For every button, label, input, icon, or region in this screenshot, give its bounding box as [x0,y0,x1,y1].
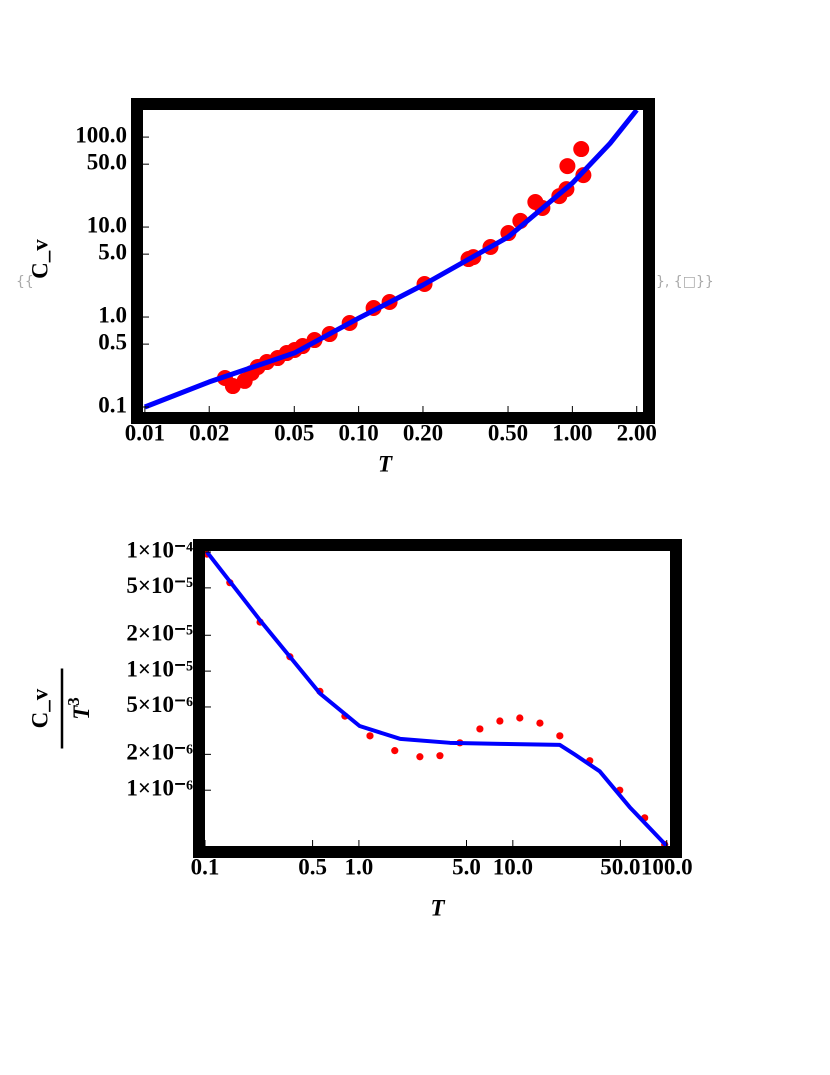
plot-frame [193,539,682,858]
data-point [366,732,374,740]
x-tick-label: 0.50 [488,420,528,445]
y-tick-label: 1×10⁻⁴ [126,537,193,562]
y-tick-label: 50.0 [87,149,127,174]
data-point [391,747,399,755]
x-axis-label: T [430,895,445,920]
y-tick-label: 100.0 [75,122,127,147]
x-tick-label: 1.0 [345,854,374,879]
x-tick-label: 0.05 [274,420,314,445]
y-tick-label: 1.0 [98,302,127,327]
x-tick-label: 0.5 [298,854,327,879]
data-point [536,719,544,727]
y-tick-label: 5×10⁻⁶ [126,692,193,717]
y-tick-label: 1×10⁻⁵ [126,656,193,681]
x-tick-label: 0.1 [191,854,220,879]
x-tick-label: 10.0 [493,854,533,879]
y-tick-label: 5×10⁻⁵ [126,573,193,598]
y-label-numerator: C_v [27,688,52,728]
denominator-base: T [69,705,94,720]
y-axis-label: C_v [27,239,52,279]
x-tick-label: 50.0 [600,854,640,879]
data-point [476,725,484,733]
y-tick-label: 1×10⁻⁶ [126,775,193,800]
y-tick-label: 2×10⁻⁶ [126,740,193,765]
plot-area [205,551,669,846]
y-tick-label: 10.0 [87,212,127,237]
data-point [559,158,576,175]
y-tick-label: 0.1 [98,392,127,417]
open-brace: {{ [16,274,34,290]
data-point [436,752,444,760]
denominator-exponent: 3 [64,697,83,706]
x-tick-label: 100.0 [641,854,693,879]
fit-line [205,551,669,846]
y-tick-label: 0.5 [98,329,127,354]
data-point [496,717,504,725]
y-axis-label: C_v T3 [27,668,94,749]
x-tick-label: 5.0 [452,854,481,879]
x-tick-label: 0.20 [403,420,443,445]
data-point [416,753,424,761]
y-tick-label: 2×10⁻⁵ [126,621,193,646]
data-point [516,714,524,722]
x-tick-label: 1.00 [552,420,592,445]
y-tick-label: 5.0 [98,239,127,264]
x-tick-label: 0.01 [125,420,165,445]
x-tick-label: 0.10 [338,420,378,445]
x-tick-label: 0.02 [189,420,229,445]
fit-line [143,110,639,410]
data-point [573,141,590,158]
close-brace: }, {□}} [656,274,714,290]
x-axis-label: T [378,451,393,476]
data-point [556,732,564,740]
y-label-denominator: T3 [64,697,94,720]
plot-area [143,110,639,410]
plot-frame [131,98,655,424]
x-tick-label: 2.00 [617,420,657,445]
